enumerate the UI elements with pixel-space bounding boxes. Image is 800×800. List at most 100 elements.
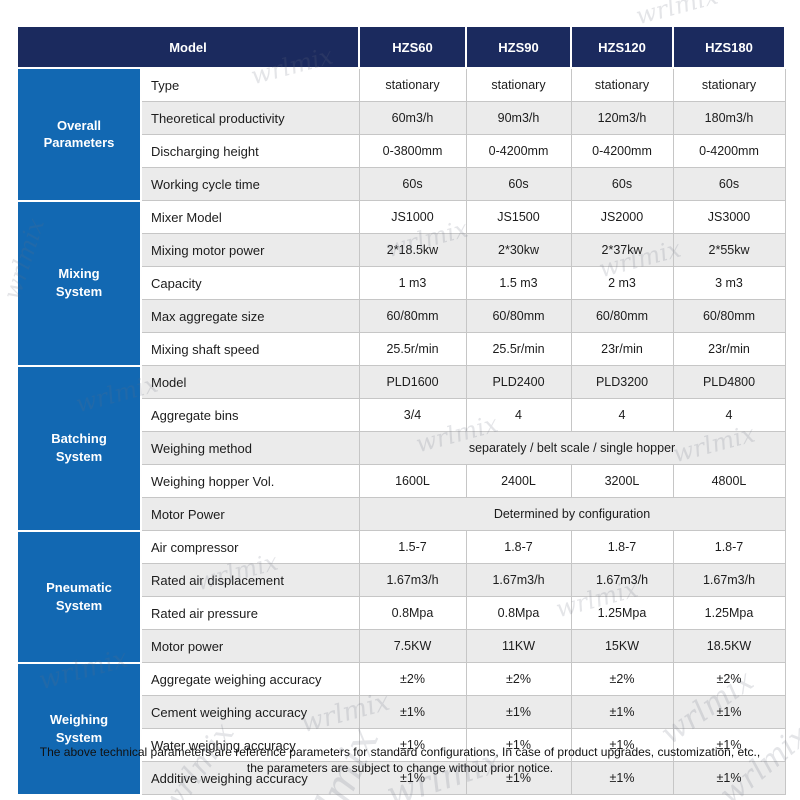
footer-note: The above technical parameters are refer… [0, 744, 800, 776]
param-label: Aggregate bins [140, 398, 360, 432]
value-cell: PLD4800 [672, 365, 786, 399]
value-cell: ±1% [672, 728, 786, 762]
group-cell-weighing-system: Weighing System [16, 661, 142, 796]
table-row: Pneumatic System Air compressor 1.5-7 1.8-7… [16, 529, 786, 664]
value-cell: 60/80mm [570, 299, 674, 333]
value-cell: 60s [358, 167, 467, 201]
value-cell: JS1500 [465, 200, 572, 234]
param-label: Weighing hopper Vol. [140, 464, 360, 498]
param-label: Motor Power [140, 497, 360, 531]
param-label: Aggregate weighing accuracy [140, 662, 360, 696]
group-label: Batching System [51, 431, 107, 464]
value-cell: ±2% [358, 662, 467, 696]
param-label: Cement weighing accuracy [140, 695, 360, 729]
value-cell: 2*30kw [465, 233, 572, 267]
table-row: Weighing method separately / belt scale /… [17, 431, 786, 465]
value-cell: ±1% [672, 761, 786, 795]
value-cell: 4 [672, 398, 786, 432]
value-cell: stationary [672, 67, 786, 102]
value-cell: 1.8-7 [672, 530, 786, 564]
value-cell: 11KW [465, 629, 572, 663]
value-cell: 1.8-7 [465, 530, 572, 564]
value-cell: 7.5KW [358, 629, 467, 663]
value-cell: PLD3200 [570, 365, 674, 399]
value-cell-span: separately / belt scale / single hopper [358, 431, 786, 465]
param-label: Additive weighing accuracy [140, 761, 360, 795]
value-cell: 2*18.5kw [358, 233, 467, 267]
value-cell: 1 m3 [358, 266, 467, 300]
table-row: Rated air pressure 0.8Mpa 0.8Mpa 1.25Mpa 1.2… [17, 596, 786, 630]
value-cell: PLD1600 [358, 365, 467, 399]
table-row: Weighing System Aggregate weighing accura… [16, 661, 786, 796]
group-cell-batching-system: Batching System [16, 364, 142, 532]
value-cell: JS1000 [358, 200, 467, 234]
value-cell: 60/80mm [672, 299, 786, 333]
table-row: Working cycle time 60s 60s 60s 60s [17, 167, 786, 201]
value-cell: 1.25Mpa [570, 596, 674, 630]
value-cell: 0-4200mm [672, 134, 786, 168]
value-cell: ±1% [570, 695, 674, 729]
value-cell: 4800L [672, 464, 786, 498]
table-row: Capacity 1 m3 1.5 m3 2 m3 3 m3 [17, 266, 786, 300]
table-row: Theoretical productivity 60m3/h 90m3/h 120m… [17, 101, 786, 135]
group-label: Overall Parameters [43, 117, 115, 151]
table-row: Mixing shaft speed 25.5r/min 25.5r/min 23r/… [17, 332, 786, 366]
param-label: Capacity [140, 266, 360, 300]
column-header-hzs120: HZS120 [570, 25, 674, 69]
value-cell: 60s [672, 167, 786, 201]
value-cell: ±1% [465, 761, 572, 795]
group-label: Weighing System [49, 711, 109, 745]
value-cell: 2 m3 [570, 266, 674, 300]
param-label: Water weighing accuracy [140, 728, 360, 762]
param-label: Rated air displacement [140, 563, 360, 597]
value-cell: 1.5-7 [358, 530, 467, 564]
param-label: Type [140, 67, 360, 102]
value-cell: 2*55kw [672, 233, 786, 267]
group-label: Mixing System [55, 266, 103, 299]
table-body: Overall Parameters Type stationary stationa… [16, 67, 786, 796]
value-cell: JS3000 [672, 200, 786, 234]
value-cell: 1.67m3/h [358, 563, 467, 597]
value-cell: 1.67m3/h [570, 563, 674, 597]
value-cell: 180m3/h [672, 101, 786, 135]
value-cell: 1.8-7 [570, 530, 674, 564]
param-label: Mixing motor power [140, 233, 360, 267]
value-cell: ±1% [465, 728, 572, 762]
value-cell: stationary [465, 67, 572, 102]
value-cell: 1.25Mpa [672, 596, 786, 630]
param-label: Mixer Model [140, 200, 360, 234]
table-row: Discharging height 0-3800mm 0-4200mm 0-4200… [17, 134, 786, 168]
value-cell: ±2% [570, 662, 674, 696]
table-row: Mixing System Mixer Model JS1000 JS1500 JS20… [16, 199, 786, 367]
param-label: Max aggregate size [140, 299, 360, 333]
table-row: Rated air displacement 1.67m3/h 1.67m3/h 1.… [17, 563, 786, 597]
value-cell: 60/80mm [465, 299, 572, 333]
param-label: Theoretical productivity [140, 101, 360, 135]
value-cell: 1.67m3/h [465, 563, 572, 597]
value-cell: ±1% [358, 761, 467, 795]
value-cell: 60m3/h [358, 101, 467, 135]
table-header-row: Model HZS60 HZS90 HZS120 HZS180 [16, 25, 786, 69]
table-row: Max aggregate size 60/80mm 60/80mm 60/80mm 6… [17, 299, 786, 333]
param-label: Motor power [140, 629, 360, 663]
param-label: Weighing method [140, 431, 360, 465]
value-cell: 2*37kw [570, 233, 674, 267]
value-cell: 0.8Mpa [358, 596, 467, 630]
footer-line-1: The above technical parameters are refer… [39, 745, 761, 759]
value-cell: 23r/min [570, 332, 674, 366]
table-row: Cement weighing accuracy ±1% ±1% ±1% ±1% [17, 695, 786, 729]
footer-line-2: the parameters are subject to change wit… [246, 761, 554, 776]
table-row: Mixing motor power 2*18.5kw 2*30kw 2*37kw 2*… [17, 233, 786, 267]
table-header: Model HZS60 HZS90 HZS120 HZS180 [16, 25, 786, 69]
value-cell: 2400L [465, 464, 572, 498]
value-cell: 1.67m3/h [672, 563, 786, 597]
value-cell: 1.5 m3 [465, 266, 572, 300]
value-cell: 60s [465, 167, 572, 201]
value-cell: 1600L [358, 464, 467, 498]
value-cell: 23r/min [672, 332, 786, 366]
value-cell: 0.8Mpa [465, 596, 572, 630]
value-cell: 18.5KW [672, 629, 786, 663]
table-row: Additive weighing accuracy ±1% ±1% ±1% ±1% [17, 761, 786, 795]
value-cell: 3200L [570, 464, 674, 498]
value-cell: 4 [465, 398, 572, 432]
